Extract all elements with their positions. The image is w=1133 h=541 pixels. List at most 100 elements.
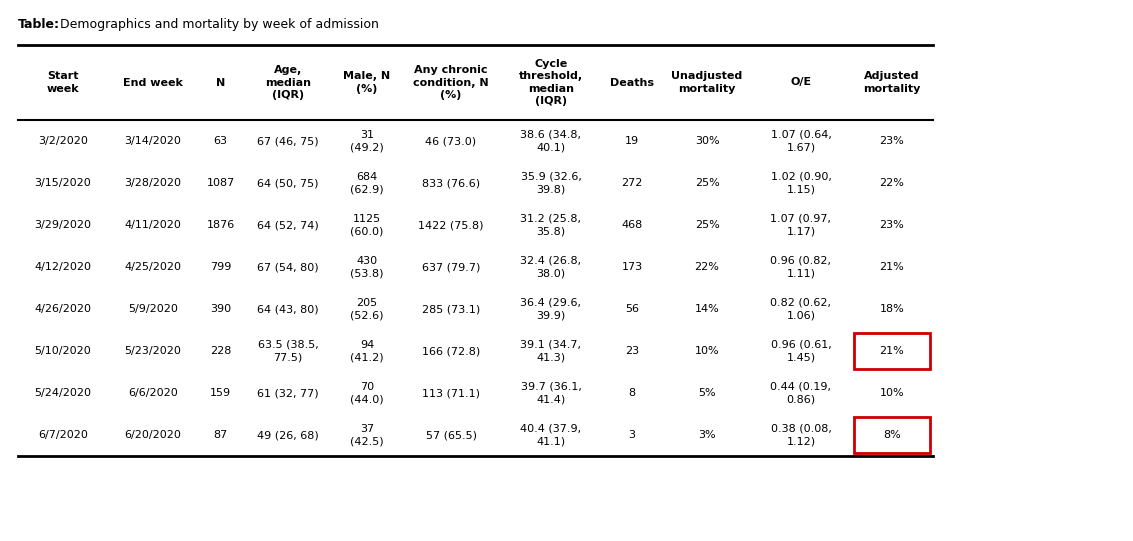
Text: 0.96 (0.82,
1.11): 0.96 (0.82, 1.11) (770, 256, 832, 278)
Text: 430
(53.8): 430 (53.8) (350, 256, 384, 278)
Text: Unadjusted
mortality: Unadjusted mortality (672, 71, 742, 94)
Text: 39.7 (36.1,
41.4): 39.7 (36.1, 41.4) (520, 382, 581, 404)
Text: 63: 63 (213, 136, 228, 146)
Text: 5/10/2020: 5/10/2020 (35, 346, 92, 356)
Text: 25%: 25% (695, 178, 719, 188)
Text: 637 (79.7): 637 (79.7) (421, 262, 480, 272)
Text: 0.44 (0.19,
0.86): 0.44 (0.19, 0.86) (770, 382, 832, 404)
Text: 31
(49.2): 31 (49.2) (350, 130, 384, 152)
Text: 1.02 (0.90,
1.15): 1.02 (0.90, 1.15) (770, 172, 832, 194)
Text: End week: End week (123, 77, 182, 88)
Text: 272: 272 (621, 178, 642, 188)
Text: 0.96 (0.61,
1.45): 0.96 (0.61, 1.45) (770, 340, 832, 362)
Text: 21%: 21% (879, 346, 904, 356)
Text: 10%: 10% (879, 388, 904, 398)
Text: 228: 228 (210, 346, 231, 356)
Text: 30%: 30% (695, 136, 719, 146)
Text: 205
(52.6): 205 (52.6) (350, 298, 384, 320)
Text: 67 (46, 75): 67 (46, 75) (257, 136, 318, 146)
Text: 14%: 14% (695, 304, 719, 314)
Text: 32.4 (26.8,
38.0): 32.4 (26.8, 38.0) (520, 256, 581, 278)
Text: 1876: 1876 (206, 220, 235, 230)
Text: 4/12/2020: 4/12/2020 (34, 262, 92, 272)
Text: 3/28/2020: 3/28/2020 (125, 178, 181, 188)
Text: 799: 799 (210, 262, 231, 272)
Text: 49 (26, 68): 49 (26, 68) (257, 430, 318, 440)
Text: 4/26/2020: 4/26/2020 (34, 304, 92, 314)
Text: 8%: 8% (883, 430, 901, 440)
Text: 1087: 1087 (206, 178, 235, 188)
Text: 113 (71.1): 113 (71.1) (421, 388, 480, 398)
Text: 6/7/2020: 6/7/2020 (39, 430, 88, 440)
Text: 3/14/2020: 3/14/2020 (125, 136, 181, 146)
Text: 46 (73.0): 46 (73.0) (425, 136, 477, 146)
Text: 3/29/2020: 3/29/2020 (34, 220, 92, 230)
Bar (854, 417, 930, 453)
Text: 70
(44.0): 70 (44.0) (350, 382, 384, 404)
Text: 31.2 (25.8,
35.8): 31.2 (25.8, 35.8) (520, 214, 581, 236)
Text: 94
(41.2): 94 (41.2) (350, 340, 384, 362)
Text: 3%: 3% (698, 430, 716, 440)
Text: 22%: 22% (879, 178, 904, 188)
Text: 285 (73.1): 285 (73.1) (421, 304, 480, 314)
Text: 57 (65.5): 57 (65.5) (426, 430, 477, 440)
Text: 1.07 (0.97,
1.17): 1.07 (0.97, 1.17) (770, 214, 832, 236)
Text: 61 (32, 77): 61 (32, 77) (257, 388, 318, 398)
Text: 37
(42.5): 37 (42.5) (350, 424, 384, 446)
Text: 56: 56 (625, 304, 639, 314)
Text: 23: 23 (625, 346, 639, 356)
Text: Start
week: Start week (46, 71, 79, 94)
Text: 3/2/2020: 3/2/2020 (39, 136, 88, 146)
Bar (854, 333, 930, 369)
Text: 40.4 (37.9,
41.1): 40.4 (37.9, 41.1) (520, 424, 581, 446)
Text: 25%: 25% (695, 220, 719, 230)
Text: 8: 8 (629, 388, 636, 398)
Text: 159: 159 (210, 388, 231, 398)
Text: 67 (54, 80): 67 (54, 80) (257, 262, 318, 272)
Text: 23%: 23% (879, 136, 904, 146)
Text: 173: 173 (621, 262, 642, 272)
Text: 0.38 (0.08,
1.12): 0.38 (0.08, 1.12) (770, 424, 832, 446)
Text: 4/11/2020: 4/11/2020 (125, 220, 181, 230)
Text: Any chronic
condition, N
(%): Any chronic condition, N (%) (414, 65, 488, 100)
Text: 468: 468 (621, 220, 642, 230)
Text: 833 (76.6): 833 (76.6) (421, 178, 480, 188)
Text: 5/24/2020: 5/24/2020 (34, 388, 92, 398)
Text: O/E: O/E (791, 77, 811, 88)
Text: 684
(62.9): 684 (62.9) (350, 172, 384, 194)
Text: 1422 (75.8): 1422 (75.8) (418, 220, 484, 230)
Text: 38.6 (34.8,
40.1): 38.6 (34.8, 40.1) (520, 130, 581, 152)
Text: 5%: 5% (698, 388, 716, 398)
Text: 1125
(60.0): 1125 (60.0) (350, 214, 384, 236)
Text: 3/15/2020: 3/15/2020 (35, 178, 92, 188)
Text: 390: 390 (210, 304, 231, 314)
Text: 3: 3 (629, 430, 636, 440)
Text: Male, N
(%): Male, N (%) (343, 71, 391, 94)
Text: 36.4 (29.6,
39.9): 36.4 (29.6, 39.9) (520, 298, 581, 320)
Text: 4/25/2020: 4/25/2020 (125, 262, 181, 272)
Text: 39.1 (34.7,
41.3): 39.1 (34.7, 41.3) (520, 340, 581, 362)
Text: 5/23/2020: 5/23/2020 (125, 346, 181, 356)
Text: 21%: 21% (879, 262, 904, 272)
Text: Adjusted
mortality: Adjusted mortality (863, 71, 921, 94)
Text: 18%: 18% (879, 304, 904, 314)
Text: 35.9 (32.6,
39.8): 35.9 (32.6, 39.8) (520, 172, 581, 194)
Text: 22%: 22% (695, 262, 719, 272)
Text: Demographics and mortality by week of admission: Demographics and mortality by week of ad… (56, 18, 378, 31)
Text: 0.82 (0.62,
1.06): 0.82 (0.62, 1.06) (770, 298, 832, 320)
Text: 23%: 23% (879, 220, 904, 230)
Text: 1.07 (0.64,
1.67): 1.07 (0.64, 1.67) (770, 130, 832, 152)
Text: 63.5 (38.5,
77.5): 63.5 (38.5, 77.5) (257, 340, 318, 362)
Text: 64 (43, 80): 64 (43, 80) (257, 304, 318, 314)
Text: Table:: Table: (18, 18, 60, 31)
Text: Age,
median
(IQR): Age, median (IQR) (265, 65, 310, 100)
Text: 64 (50, 75): 64 (50, 75) (257, 178, 318, 188)
Text: N: N (216, 77, 225, 88)
Text: 64 (52, 74): 64 (52, 74) (257, 220, 318, 230)
Text: 19: 19 (625, 136, 639, 146)
Text: 6/6/2020: 6/6/2020 (128, 388, 178, 398)
Text: 166 (72.8): 166 (72.8) (421, 346, 480, 356)
Text: 10%: 10% (695, 346, 719, 356)
Text: Deaths: Deaths (610, 77, 654, 88)
Text: 6/20/2020: 6/20/2020 (125, 430, 181, 440)
